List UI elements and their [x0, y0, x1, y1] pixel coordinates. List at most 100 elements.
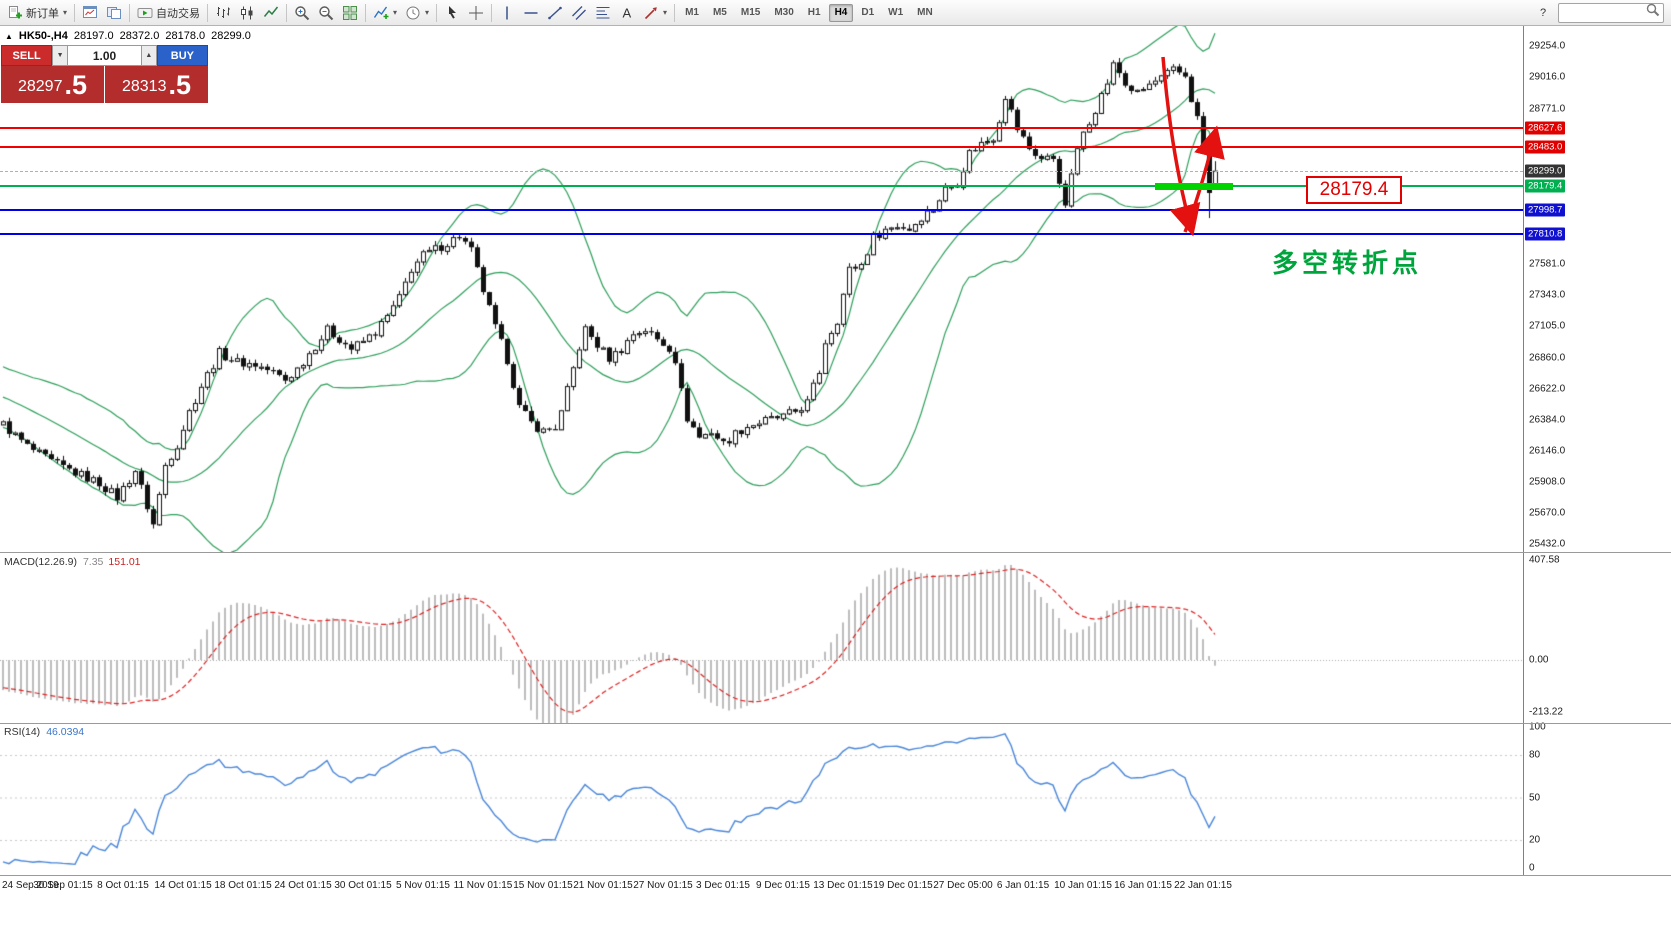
horizontal-line-object[interactable]	[0, 233, 1523, 236]
horizontal-line-object[interactable]	[0, 208, 1523, 211]
price-axis-label: 26146.0	[1529, 445, 1566, 457]
toolbar-separator	[365, 3, 367, 22]
pane-separator[interactable]	[0, 723, 1671, 724]
time-axis-label: 19 Dec 01:15	[873, 880, 933, 891]
fibonacci-tool-button[interactable]	[591, 2, 615, 24]
price-tag: 27998.7	[1525, 203, 1566, 217]
close-value: 28299.0	[211, 30, 251, 42]
line-chart-mode-button[interactable]	[259, 2, 283, 24]
price-tag: 28627.6	[1525, 121, 1566, 135]
volume-input[interactable]	[68, 45, 141, 66]
rsi-canvas[interactable]	[0, 724, 1523, 875]
crosshair-tool-button[interactable]	[464, 2, 488, 24]
price-axis-label: 25670.0	[1529, 507, 1566, 519]
vertical-line-tool-button[interactable]	[495, 2, 519, 24]
arrows-tool-button[interactable]: ▾	[639, 2, 671, 24]
timeframe-m5-button[interactable]: M5	[707, 4, 733, 22]
horizontal-line-object[interactable]	[0, 185, 1523, 188]
chevron-down-icon: ▾	[425, 8, 430, 17]
rsi-name: RSI(14)	[4, 726, 41, 738]
horizontal-line-object[interactable]	[0, 126, 1523, 129]
new-order-button[interactable]: 新订单 ▾	[3, 2, 71, 24]
price-tag: 27810.8	[1525, 227, 1566, 241]
time-axis-label: 24 Sep 2019	[2, 880, 59, 891]
price-axis-label: 26384.0	[1529, 414, 1566, 426]
support-highlight-segment[interactable]	[1155, 183, 1233, 190]
time-axis-label: 15 Nov 01:15	[513, 880, 573, 891]
price-axis-label: 29254.0	[1529, 40, 1566, 52]
macd-main-value: 7.35	[82, 556, 104, 568]
bar-chart-mode-button[interactable]	[211, 2, 235, 24]
time-axis-label: 9 Dec 01:15	[756, 880, 810, 891]
timeframe-mn-button[interactable]: MN	[911, 4, 939, 22]
periods-button[interactable]: ▾	[401, 2, 433, 24]
volume-down-button[interactable]: ▼	[52, 45, 68, 66]
open-value: 28197.0	[73, 30, 114, 42]
new-order-label: 新订单	[26, 7, 59, 20]
volume-up-button[interactable]: ▲	[141, 45, 157, 66]
toolbar-right: ?	[1532, 2, 1668, 24]
price-annotation-box[interactable]: 28179.4	[1306, 176, 1402, 204]
time-axis-label: 30 Sep 01:15	[33, 880, 93, 891]
horizontal-line-tool-button[interactable]	[519, 2, 543, 24]
time-axis-label: 30 Oct 01:15	[334, 880, 392, 891]
collapse-triangle-icon[interactable]: ▲	[5, 31, 13, 41]
time-axis[interactable]: 24 Sep 2019 30 Sep 01:15 8 Oct 01:15 14 Oct…	[0, 875, 1671, 948]
zoom-out-button[interactable]	[314, 2, 338, 24]
new-chart-button[interactable]	[78, 2, 102, 24]
auto-trading-label: 自动交易	[156, 7, 201, 20]
sell-price-display[interactable]: 28297 .5	[1, 66, 104, 103]
macd-signal-value: 151.01	[108, 556, 141, 568]
macd-canvas[interactable]	[0, 553, 1523, 724]
price-axis-label: 26860.0	[1529, 352, 1566, 364]
macd-axis-label: 407.58	[1529, 554, 1560, 566]
indicators-list-button[interactable]: ▾	[369, 2, 401, 24]
candlestick-mode-button[interactable]	[235, 2, 259, 24]
price-chart-canvas[interactable]	[0, 26, 1523, 552]
buy-button[interactable]: BUY	[156, 45, 208, 66]
profiles-button[interactable]	[102, 2, 126, 24]
timeframe-m15-button[interactable]: M15	[735, 4, 766, 22]
auto-trading-button[interactable]: 自动交易	[133, 2, 204, 24]
timeframe-h1-button[interactable]: H1	[802, 4, 827, 22]
text-tool-button[interactable]: A	[615, 2, 639, 24]
channel-tool-button[interactable]	[567, 2, 591, 24]
price-axis-label: 27105.0	[1529, 320, 1566, 332]
buy-price-display[interactable]: 28313 .5	[105, 66, 208, 103]
timeframe-m30-button[interactable]: M30	[768, 4, 799, 22]
time-axis-label: 21 Nov 01:15	[573, 880, 633, 891]
toolbar-separator	[286, 3, 288, 22]
price-tag: 28179.4	[1525, 179, 1566, 193]
time-axis-label: 16 Jan 01:15	[1114, 880, 1172, 891]
time-axis-label: 14 Oct 01:15	[154, 880, 212, 891]
time-axis-label: 11 Nov 01:15	[453, 880, 513, 891]
sell-button[interactable]: SELL	[1, 45, 53, 66]
timeframe-h4-button[interactable]: H4	[828, 3, 854, 22]
toolbar-separator	[491, 3, 493, 22]
cursor-tool-button[interactable]	[440, 2, 464, 24]
search-input[interactable]	[1561, 4, 1645, 21]
time-axis-label: 27 Dec 05:00	[933, 880, 993, 891]
toolbar-separator	[74, 3, 76, 22]
rsi-axis-label: 80	[1529, 749, 1541, 761]
pane-separator[interactable]	[0, 552, 1671, 553]
trendline-tool-button[interactable]	[543, 2, 567, 24]
help-button[interactable]: ?	[1532, 2, 1554, 24]
zoom-in-button[interactable]	[290, 2, 314, 24]
tile-windows-button[interactable]	[338, 2, 362, 24]
timeframe-d1-button[interactable]: D1	[855, 4, 880, 22]
turning-point-annotation[interactable]: 多空转折点	[1272, 248, 1423, 278]
time-axis-label: 24 Oct 01:15	[274, 880, 332, 891]
timeframe-w1-button[interactable]: W1	[882, 4, 909, 22]
horizontal-line-object[interactable]	[0, 145, 1523, 148]
toolbar-buttons: 新订单 ▾ 自动交易 ▾ ▾ A ▾ M1 M5 M15 M30 H1 H4 D1 W1 MN	[3, 2, 1532, 24]
time-axis-label: 6 Jan 01:15	[996, 880, 1050, 891]
buy-price-main: 28313	[121, 78, 167, 95]
search-icon[interactable]	[1645, 2, 1661, 23]
macd-name: MACD(12.26.9)	[4, 556, 77, 568]
timeframe-m1-button[interactable]: M1	[679, 4, 705, 22]
price-axis[interactable]: 29254.0 29016.0 28771.0 27581.0 27343.0 27105…	[1523, 26, 1671, 947]
rsi-axis-label: 20	[1529, 834, 1541, 846]
chevron-down-icon: ▾	[663, 8, 668, 17]
macd-axis-label: 0.00	[1529, 654, 1549, 666]
